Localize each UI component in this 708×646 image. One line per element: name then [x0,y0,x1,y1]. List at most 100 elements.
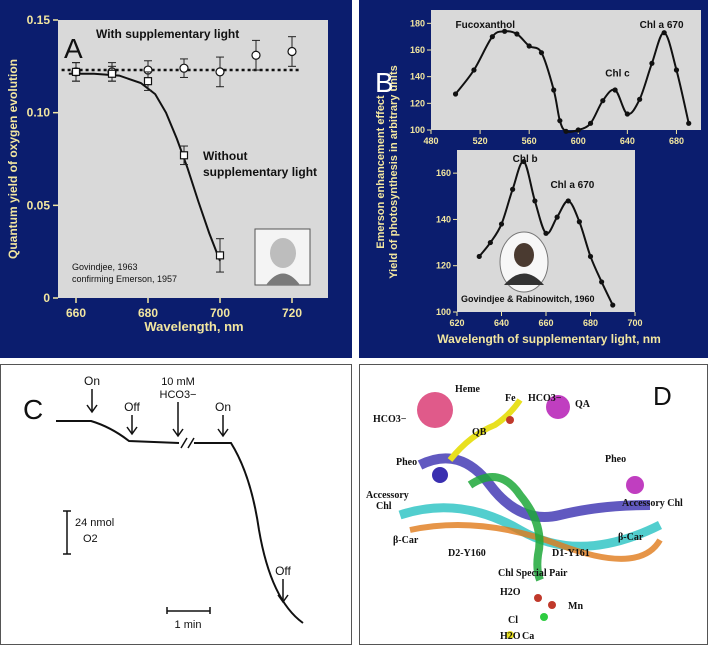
panel-b-top-data-point [526,43,532,49]
panel-a-portrait-photo [254,228,311,286]
panel-d-label-hco3-right: HCO3− [528,393,562,404]
panel-a-with-label: With supplementary light [96,27,239,41]
panel-b-top-data-point [637,96,643,102]
panel-a-x-tick-label: 660 [66,306,86,320]
panel-c-hco3-conc: 10 mM [161,376,195,388]
panel-a-without-point [143,77,153,86]
panel-b-top-data-point [624,111,630,117]
panel-b-top-data-point [575,127,581,133]
panel-c-on2-label: On [215,400,231,414]
panel-a-with-point [179,63,189,73]
panel-d-label-special-pair: Chl Special Pair [498,568,568,579]
panel-b-top-y-tick-label: 100 [410,125,425,135]
panel-a-x-tick-label: 720 [282,306,302,320]
panel-b-top-data-point [551,87,557,93]
panel-b-bottom-data-point [587,253,594,260]
panel-d-label-pheo-right: Pheo [605,454,626,465]
panel-a-without-point [107,69,117,78]
panel-b-bottom-y-tick-label: 140 [436,214,451,224]
panel-c-scale-bar-x [166,607,211,614]
panel-b-chart: 480 520 560 600 640 680 100 120 140 160 180 Fucoxan… [359,0,708,358]
panel-b-svg: 480 520 560 600 640 680 100 120 140 160 180 Fucoxan… [375,10,701,346]
panel-d-label-mn: Mn [568,601,583,612]
panel-d-label-qb: QB [472,427,487,438]
panel-a-with-point [287,46,297,57]
panel-c-on2-arrow [217,415,229,438]
panel-b-top-data-point [563,128,569,134]
panel-c-axis-break [180,437,195,449]
panel-b-bottom-y-tick-label: 160 [436,168,451,178]
panel-b-top-data-point [673,67,680,73]
panel-a-without-point [71,67,81,76]
panel-b-top-x-tick-label: 520 [473,136,488,146]
panel-b-top-y-tick-label: 140 [410,72,425,82]
panel-b-top-peak-label: Fucoxanthol [456,20,516,31]
panel-d-label-d2-y160: D2-Y160 [448,548,486,559]
panel-b-bottom-data-point [498,221,505,227]
panel-b-top-data-point [600,98,606,104]
panel-b-bottom-data-point [532,198,538,204]
panel-d-letter: D [653,381,672,411]
panel-d-label-d1-y161: D1-Y161 [552,548,590,559]
panel-c-hco3-label: HCO3− [160,389,197,401]
panel-d-svg: D Heme Fe HCO3− HCO3− QB QA Pheo Pheo Ac… [366,381,683,642]
panel-b-top-data-point [502,28,508,34]
panel-c-off2-label: Off [275,564,291,578]
panel-b-top-x-tick-label: 560 [522,136,537,146]
panel-b-bottom-data-point [543,230,549,236]
panel-c-oxygen-trace: C On Off 10 mM HCO3− On Off 24 nmol O2 1… [0,364,352,645]
panel-c-hco3-arrow [172,402,184,438]
panel-b-bottom-data-point [487,239,493,246]
panel-b-bottom-data-point [565,198,571,204]
panel-b-bottom-x-tick-label: 660 [538,318,553,328]
panel-b-top-peak-label: Chl a 670 [640,20,684,31]
panel-a-credit-2: confirming Emerson, 1957 [72,274,177,284]
panel-b-top-data-point [686,120,692,126]
panel-c-on1-label: On [84,374,100,388]
panel-d-label-bcar-right: β-Car [618,532,644,543]
panel-c-scale-x-label: 1 min [175,619,202,631]
panel-d-molecule-render [398,392,663,639]
panel-b-bottom-x-tick-label: 680 [583,318,598,328]
panel-c-scale-y-label: 24 nmol [75,517,114,529]
panel-b-y-axis-label-2: Yield of photosynthesis in arbitrary uni… [388,65,400,279]
panel-b-top-x-tick-label: 600 [571,136,586,146]
panel-b-bottom-x-tick-label: 700 [627,318,642,328]
panel-d-label-accessory-right: Accessory Chl [622,498,683,509]
panel-b-bottom-data-point [554,214,560,220]
panel-a-y-axis-label: Quantum yield of oxygen evolution [6,59,20,259]
panel-b-bottom-x-tick-label: 640 [494,318,509,328]
panel-b-top-y-tick-label: 160 [410,45,425,55]
panel-d-label-fe: Fe [505,393,516,404]
panel-c-oxygen-trace-line [56,420,304,624]
panel-b-bottom-peak-label: Chl b [513,154,538,165]
panel-b-top-data-point [557,118,563,124]
panel-b-marks: 480 520 560 600 640 680 100 120 140 160 180 Fucoxan… [410,18,692,328]
panel-b-top-peak-label: Chl c [605,69,630,80]
panel-b-top-x-tick-label: 640 [620,136,635,146]
panel-a-chart: 660 680 700 720 0 0.05 0.10 0.15 A With supplem… [0,0,352,358]
panel-c-scale-bar-y [63,510,71,555]
panel-d-label-cl: Cl [508,615,518,626]
panel-a-credit-1: Govindjee, 1963 [72,262,138,272]
panel-d-label-h2o-bottom: H2O [500,631,521,642]
panel-d-label-bcar-left: β-Car [393,535,419,546]
panel-d-label-h2o-top: H2O [500,587,521,598]
panel-b-bottom-y-tick-label: 120 [436,261,451,271]
panel-a-x-tick-label: 680 [138,306,158,320]
panel-a-with-point [251,50,261,60]
panel-b-letter: B [375,67,394,98]
panel-b-bottom-x-tick-label: 620 [449,318,464,328]
panel-d-molecular-structure: D Heme Fe HCO3− HCO3− QB QA Pheo Pheo Ac… [359,364,708,645]
panel-a-without-label-2: supplementary light [203,165,317,179]
panel-b-top-data-point [471,67,477,73]
panel-b-bottom-data-point [521,158,527,165]
panel-c-off1-arrow [126,415,138,436]
panel-b-top-x-tick-label: 680 [669,136,684,146]
panel-a-y-tick-label: 0.15 [27,13,51,27]
panel-d-label-accessory-left-1: Accessory [366,490,409,501]
panel-a-letter: A [64,33,83,64]
panel-d-label-qa: QA [575,399,591,410]
panel-b-bottom-y-tick-label: 100 [436,307,451,317]
panel-b-bottom-peak-label: Chl a 670 [550,180,594,191]
